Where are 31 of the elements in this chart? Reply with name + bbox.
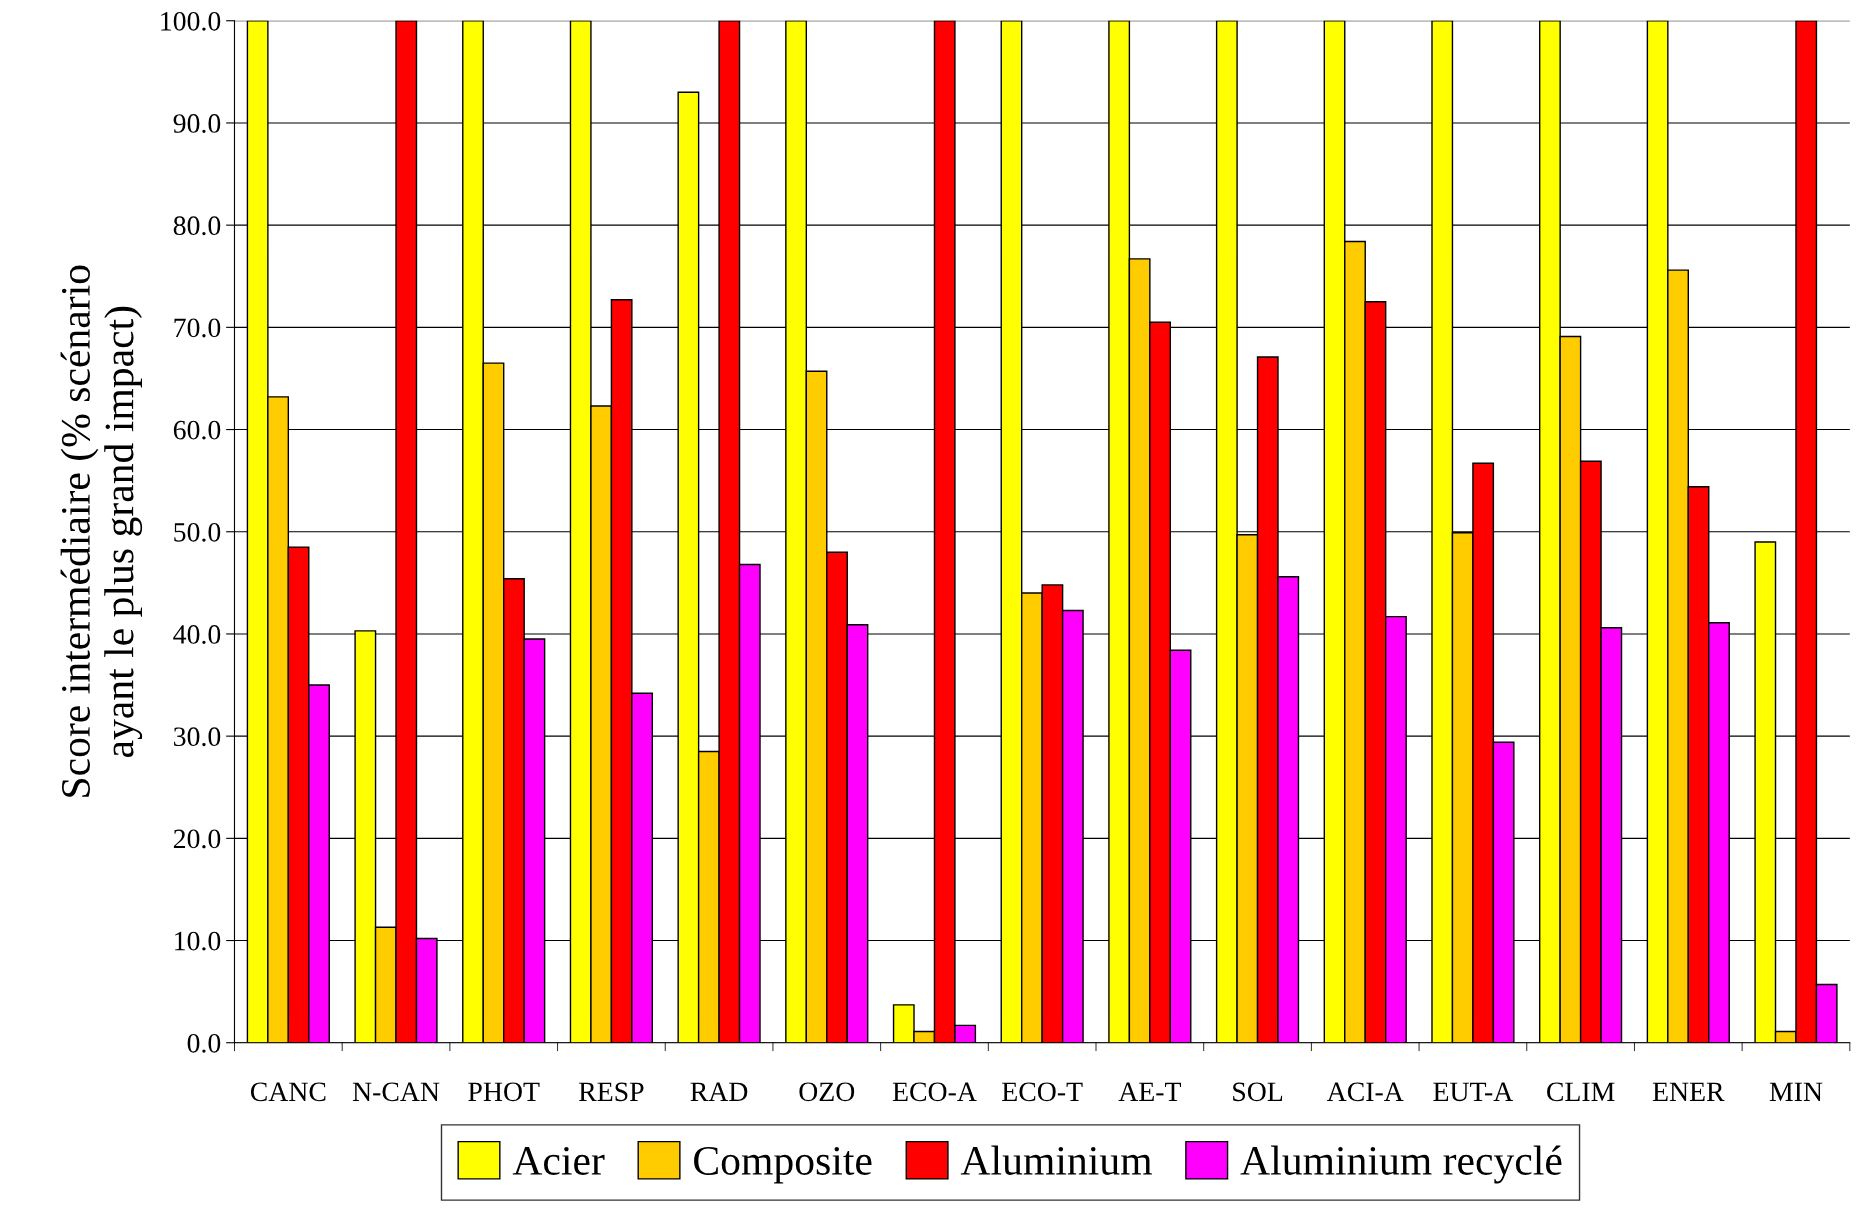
- y-tick-label: 10.0: [175, 931, 221, 951]
- y-tick-label: 60.0: [173, 420, 221, 440]
- x-tick-label: CANC: [250, 1082, 326, 1102]
- x-tick-label: MIN: [1769, 1082, 1823, 1101]
- legend-label: Composite: [694, 1146, 872, 1184]
- y-tick-label: 30.0: [174, 727, 221, 747]
- x-tick-label: RESP: [579, 1082, 644, 1102]
- y-tick-label: 50.0: [174, 522, 221, 542]
- x-tick-label: SOL: [1233, 1082, 1283, 1102]
- x-tick-label: AE-T: [1118, 1082, 1182, 1101]
- x-tick-label: ECO-A: [892, 1082, 977, 1102]
- x-tick-label: PHOT: [468, 1082, 540, 1102]
- legend-label: Acier: [512, 1146, 605, 1175]
- x-tick-label: RAD: [690, 1082, 748, 1101]
- x-tick-label: ACI-A: [1326, 1082, 1404, 1102]
- legend-label: Aluminium recyclé: [1240, 1145, 1562, 1184]
- y-tick-label: 0.0: [187, 1033, 221, 1053]
- y-axis-title: Score intermédiaire (% scénario ayant le plus grand impact): [60, 265, 143, 797]
- x-tick-label: N-CAN: [352, 1082, 440, 1102]
- x-tick-label: EUT-A: [1433, 1082, 1514, 1102]
- legend-label: Aluminium: [960, 1145, 1152, 1175]
- y-tick-label: 70.0: [174, 318, 221, 338]
- y-tick-label: 100.0: [161, 11, 221, 31]
- x-tick-label: CLIM: [1547, 1082, 1615, 1102]
- y-tick-label: 90.0: [173, 114, 221, 133]
- x-tick-label: ECO-T: [1002, 1082, 1083, 1102]
- y-tick-label: 40.0: [173, 625, 221, 644]
- x-tick-label: OZO: [799, 1082, 855, 1102]
- y-tick-label: 20.0: [173, 829, 221, 849]
- x-tick-label: ENER: [1652, 1082, 1725, 1101]
- y-tick-label: 80.0: [173, 216, 221, 236]
